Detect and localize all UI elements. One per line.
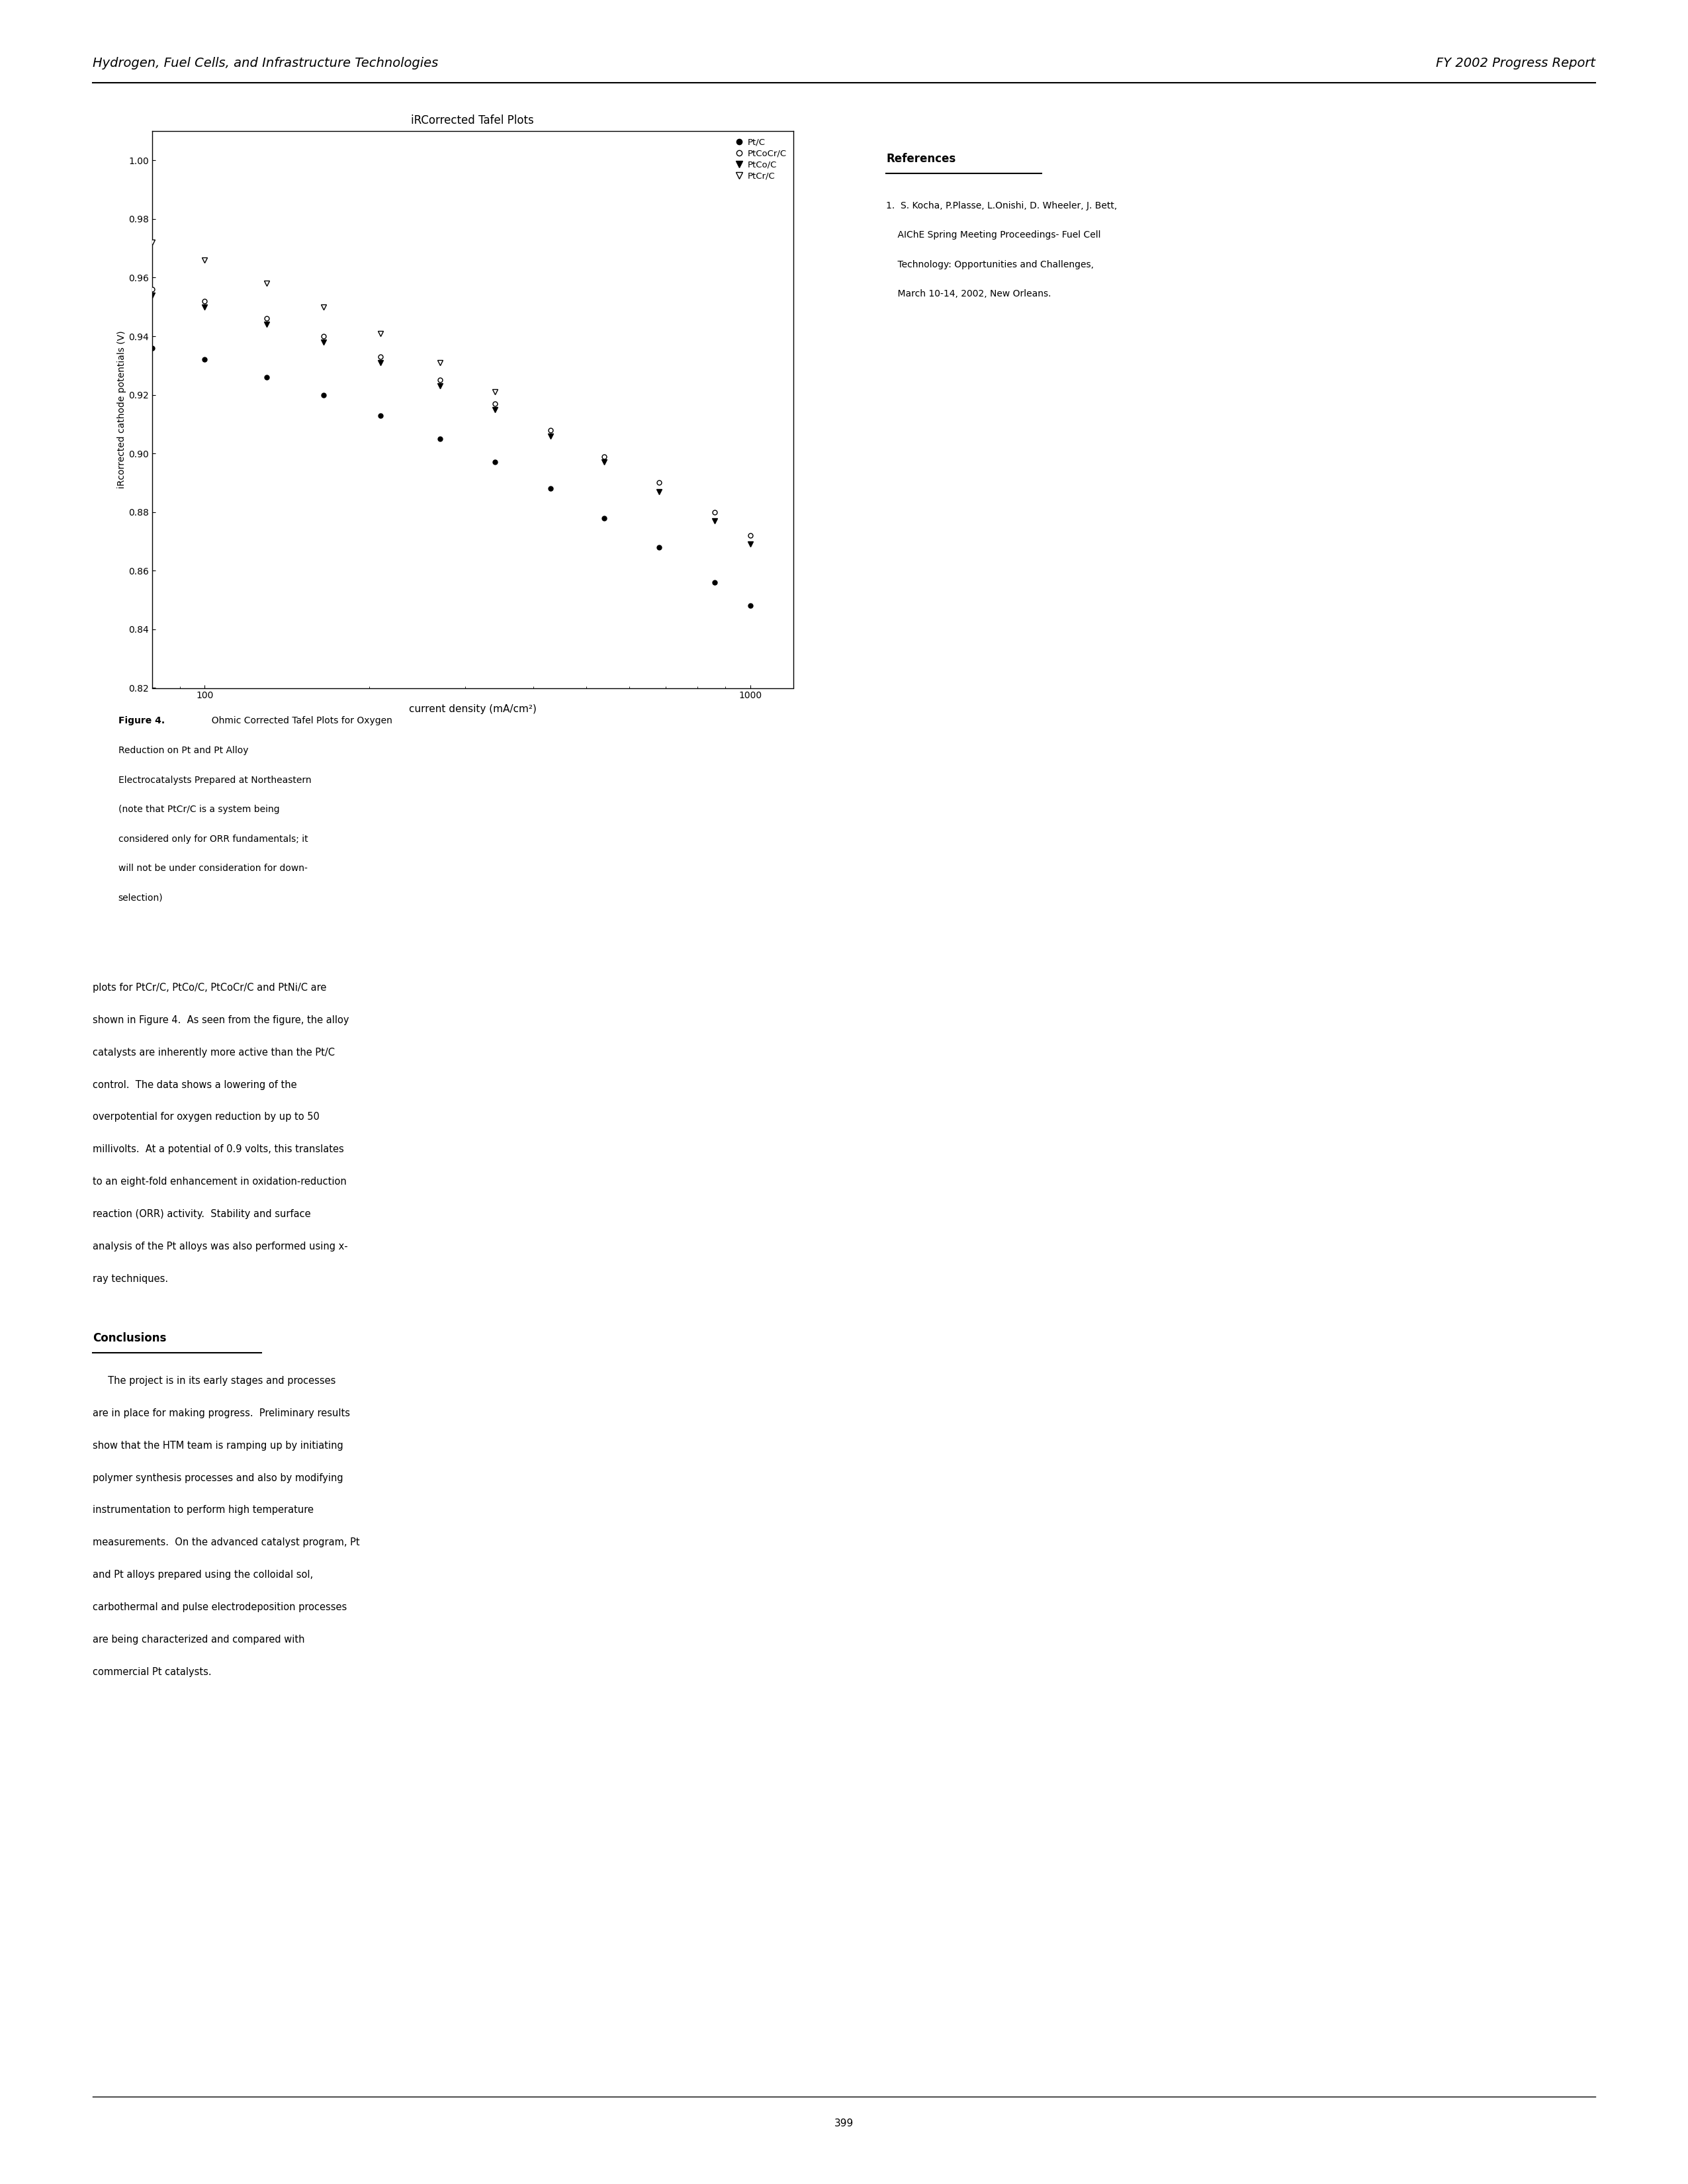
Text: (note that PtCr/C is a system being: (note that PtCr/C is a system being	[118, 804, 280, 815]
Text: FY 2002 Progress Report: FY 2002 Progress Report	[1436, 57, 1595, 70]
Text: catalysts are inherently more active than the Pt/C: catalysts are inherently more active tha…	[93, 1048, 334, 1057]
Text: will not be under consideration for down-: will not be under consideration for down…	[118, 863, 307, 874]
Text: References: References	[886, 153, 955, 164]
Text: carbothermal and pulse electrodeposition processes: carbothermal and pulse electrodeposition…	[93, 1603, 348, 1612]
Text: Figure 4.: Figure 4.	[118, 716, 164, 725]
Legend: Pt/C, PtCoCr/C, PtCo/C, PtCr/C: Pt/C, PtCoCr/C, PtCo/C, PtCr/C	[733, 135, 788, 183]
Text: selection): selection)	[118, 893, 164, 902]
Text: millivolts.  At a potential of 0.9 volts, this translates: millivolts. At a potential of 0.9 volts,…	[93, 1144, 344, 1155]
Text: overpotential for oxygen reduction by up to 50: overpotential for oxygen reduction by up…	[93, 1112, 319, 1123]
Text: are in place for making progress.  Preliminary results: are in place for making progress. Prelim…	[93, 1409, 349, 1417]
Title: iRCorrected Tafel Plots: iRCorrected Tafel Plots	[412, 114, 533, 127]
Text: plots for PtCr/C, PtCo/C, PtCoCr/C and PtNi/C are: plots for PtCr/C, PtCo/C, PtCoCr/C and P…	[93, 983, 327, 994]
Text: Technology: Opportunities and Challenges,: Technology: Opportunities and Challenges…	[886, 260, 1094, 269]
Text: AIChE Spring Meeting Proceedings- Fuel Cell: AIChE Spring Meeting Proceedings- Fuel C…	[886, 229, 1101, 240]
Text: and Pt alloys prepared using the colloidal sol,: and Pt alloys prepared using the colloid…	[93, 1570, 314, 1579]
X-axis label: current density (mA/cm²): current density (mA/cm²)	[408, 703, 537, 714]
Text: Ohmic Corrected Tafel Plots for Oxygen: Ohmic Corrected Tafel Plots for Oxygen	[206, 716, 392, 725]
Text: considered only for ORR fundamentals; it: considered only for ORR fundamentals; it	[118, 834, 307, 843]
Text: analysis of the Pt alloys was also performed using x-: analysis of the Pt alloys was also perfo…	[93, 1241, 348, 1251]
Text: instrumentation to perform high temperature: instrumentation to perform high temperat…	[93, 1505, 314, 1516]
Text: show that the HTM team is ramping up by initiating: show that the HTM team is ramping up by …	[93, 1441, 343, 1450]
Text: shown in Figure 4.  As seen from the figure, the alloy: shown in Figure 4. As seen from the figu…	[93, 1016, 349, 1024]
Text: ray techniques.: ray techniques.	[93, 1273, 169, 1284]
Text: polymer synthesis processes and also by modifying: polymer synthesis processes and also by …	[93, 1472, 343, 1483]
Text: reaction (ORR) activity.  Stability and surface: reaction (ORR) activity. Stability and s…	[93, 1210, 311, 1219]
Text: are being characterized and compared with: are being characterized and compared wit…	[93, 1634, 306, 1645]
Text: measurements.  On the advanced catalyst program, Pt: measurements. On the advanced catalyst p…	[93, 1538, 360, 1548]
Text: 1.  S. Kocha, P.Plasse, L.Onishi, D. Wheeler, J. Bett,: 1. S. Kocha, P.Plasse, L.Onishi, D. Whee…	[886, 201, 1117, 210]
Y-axis label: iRcorrected cathode potentials (V): iRcorrected cathode potentials (V)	[116, 330, 127, 489]
Text: Reduction on Pt and Pt Alloy: Reduction on Pt and Pt Alloy	[118, 745, 248, 756]
Text: March 10-14, 2002, New Orleans.: March 10-14, 2002, New Orleans.	[886, 288, 1052, 299]
Text: to an eight-fold enhancement in oxidation-reduction: to an eight-fold enhancement in oxidatio…	[93, 1177, 346, 1186]
Text: Conclusions: Conclusions	[93, 1332, 167, 1343]
Text: Hydrogen, Fuel Cells, and Infrastructure Technologies: Hydrogen, Fuel Cells, and Infrastructure…	[93, 57, 439, 70]
Text: commercial Pt catalysts.: commercial Pt catalysts.	[93, 1666, 211, 1677]
Text: 399: 399	[834, 2118, 854, 2129]
Text: control.  The data shows a lowering of the: control. The data shows a lowering of th…	[93, 1079, 297, 1090]
Text: Electrocatalysts Prepared at Northeastern: Electrocatalysts Prepared at Northeaster…	[118, 775, 311, 784]
Text: The project is in its early stages and processes: The project is in its early stages and p…	[93, 1376, 336, 1387]
